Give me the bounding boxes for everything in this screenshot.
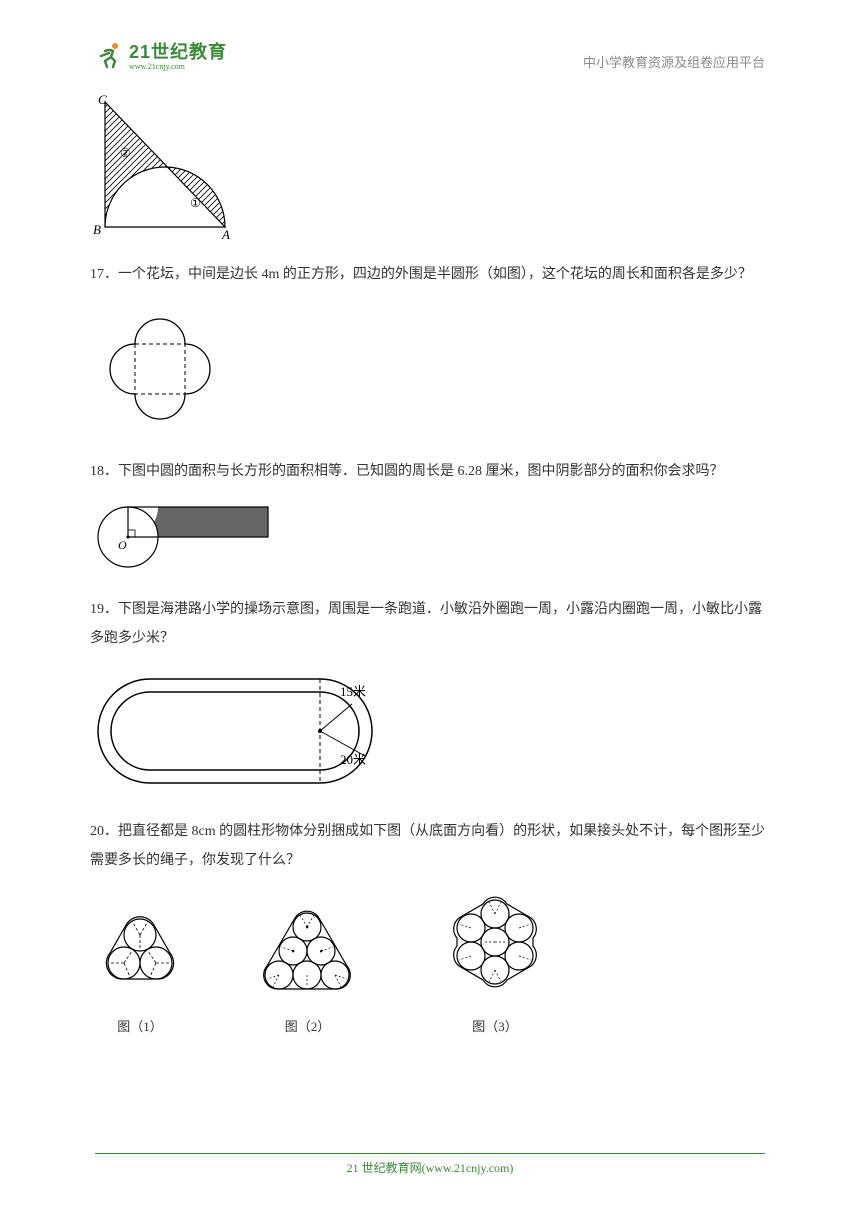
- problem-18-text: 下图中圆的面积与长方形的面积相等．已知圆的周长是 6.28 厘米，图中阴影部分的…: [118, 464, 724, 479]
- problem-19-num: 19．: [90, 602, 118, 617]
- figure-20-1-label: 图（1）: [90, 1013, 190, 1042]
- problem-20-text: 把直径都是 8cm 的圆柱形物体分别捆成如下图（从底面方向看）的形状，如果接头处…: [90, 824, 765, 868]
- label-1: ①: [190, 196, 201, 210]
- footer-line: [95, 1153, 765, 1154]
- figure-20-3-label: 图（3）: [425, 1013, 565, 1042]
- figure-20-2: 图（2）: [240, 907, 375, 1042]
- figure-20-1: 图（1）: [90, 907, 190, 1042]
- figure-20-row: 图（1）: [90, 887, 770, 1042]
- label-A: A: [221, 227, 230, 242]
- label-C: C: [98, 92, 107, 107]
- figure-20-2-label: 图（2）: [240, 1013, 375, 1042]
- page-content: C B A ② ① 17．一个花坛，中间是边长 4m 的正方形，四边的外围是半圆…: [90, 92, 770, 1042]
- problem-20: 20．把直径都是 8cm 的圆柱形物体分别捆成如下图（从底面方向看）的形状，如果…: [90, 817, 770, 876]
- label-2: ②: [120, 146, 131, 160]
- figure-17: [90, 299, 770, 439]
- problem-17-text: 一个花坛，中间是边长 4m 的正方形，四边的外围是半圆形（如图），这个花坛的周长…: [118, 267, 752, 282]
- footer-text: 21 世纪教育网(www.21cnjy.com): [0, 1159, 860, 1176]
- problem-20-num: 20．: [90, 824, 118, 839]
- label-B: B: [93, 222, 101, 237]
- problem-18-num: 18．: [90, 464, 118, 479]
- logo-text-url: www.21cnjy.com: [129, 62, 227, 71]
- figure-16: C B A ② ①: [90, 92, 770, 242]
- problem-17-num: 17．: [90, 267, 118, 282]
- problem-18: 18．下图中圆的面积与长方形的面积相等．已知圆的周长是 6.28 厘米，图中阴影…: [90, 457, 770, 486]
- label-15m: 15米: [340, 684, 366, 699]
- logo-text-cn: 21世纪教育: [129, 38, 227, 64]
- logo-runner-icon: [95, 41, 125, 69]
- problem-19: 19．下图是海港路小学的操场示意图，周围是一条跑道．小敏沿外圈跑一周，小露沿内圈…: [90, 595, 770, 654]
- label-20m: 20米: [340, 752, 366, 767]
- label-O: O: [118, 538, 127, 552]
- figure-18: O: [90, 497, 770, 577]
- figure-20-3: 图（3）: [425, 887, 565, 1042]
- header-logo: 21世纪教育 www.21cnjy.com: [95, 38, 227, 71]
- figure-19: 15米 20米: [90, 664, 770, 799]
- header-right-text: 中小学教育资源及组卷应用平台: [583, 52, 765, 71]
- problem-19-text: 下图是海港路小学的操场示意图，周围是一条跑道．小敏沿外圈跑一周，小露沿内圈跑一周…: [90, 602, 762, 646]
- problem-17: 17．一个花坛，中间是边长 4m 的正方形，四边的外围是半圆形（如图），这个花坛…: [90, 260, 770, 289]
